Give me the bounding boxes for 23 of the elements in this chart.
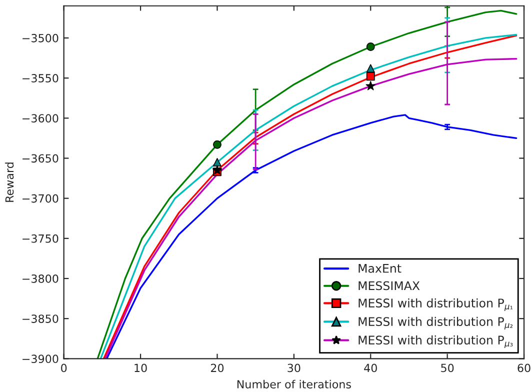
y-tick-label: −3550 bbox=[22, 74, 58, 82]
y-tick-label: −3650 bbox=[22, 154, 58, 163]
legend-label: MaxEnt bbox=[358, 264, 402, 273]
legend-label: MESSI with distribution P$_{μ₃}$ bbox=[358, 335, 513, 348]
x-axis-title: Number of iterations bbox=[237, 380, 351, 388]
y-tick-label: −3700 bbox=[22, 194, 58, 203]
y-axis-title: Reward bbox=[5, 162, 14, 202]
x-tick-label: 20 bbox=[210, 364, 224, 372]
y-tick-label: −3750 bbox=[22, 234, 58, 243]
x-tick-label: 40 bbox=[364, 364, 377, 372]
y-tick-label: −3500 bbox=[22, 34, 58, 42]
x-tick-label: 0 bbox=[61, 364, 67, 372]
legend-label: MESSI with distribution P$_{μ₁}$ bbox=[358, 298, 513, 311]
legend-label: MESSI with distribution P$_{μ₂}$ bbox=[358, 316, 513, 330]
y-tick-label: −3900 bbox=[22, 354, 58, 364]
x-tick-label: 60 bbox=[518, 364, 530, 372]
x-tick-label: 50 bbox=[441, 364, 454, 372]
y-tick-label: −3800 bbox=[22, 274, 58, 283]
y-tick-label: −3850 bbox=[22, 314, 58, 323]
y-tick-label: −3600 bbox=[22, 114, 58, 123]
x-tick-label: 10 bbox=[134, 364, 147, 372]
x-tick-label: 30 bbox=[288, 364, 300, 372]
legend-label: MESSIMAX bbox=[358, 281, 420, 290]
